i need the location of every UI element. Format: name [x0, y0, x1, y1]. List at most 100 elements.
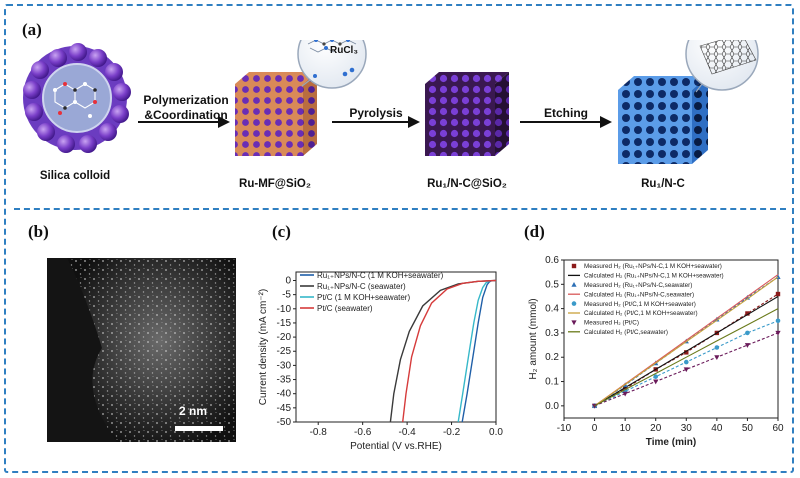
chart-d-series-line-1	[594, 296, 779, 407]
chart-d-xtick-label: 0	[592, 423, 598, 434]
panel-label-b: (b)	[28, 222, 49, 241]
chart-d-xtick-label: 10	[620, 423, 632, 434]
chart-d-ytick-label: 0.1	[545, 377, 559, 388]
chart-c-ytick-label: -35	[277, 375, 292, 386]
chart-d-point-2-4	[714, 316, 720, 322]
chart-c-series-line-0	[461, 279, 497, 423]
chart-c-ytick-label: -45	[277, 403, 292, 414]
chart-d-legend-swatch-0	[571, 263, 577, 269]
chart-d-series-line-5	[594, 276, 779, 407]
chart-c-xtick-label: -0.8	[310, 427, 328, 438]
rucl3-label: RuCl₃	[330, 45, 358, 56]
chart-d-ytick-label: 0.2	[545, 352, 559, 363]
step1-line1: Polymerization	[143, 93, 229, 107]
caption-ru-nc: Ru₁/N-C	[641, 178, 685, 190]
caption-silica-colloid: Silica colloid	[39, 170, 111, 182]
figure-frame	[4, 4, 794, 473]
chart-d-point-0-1	[622, 386, 628, 392]
chart-c-series-line-3	[402, 279, 497, 423]
chart-c-xlabel: Potential (V vs.RHE)	[350, 441, 442, 452]
chart-d-legend-label-5: Calculated H₂ (Pt/C,1 M KOH+seawater)	[584, 310, 698, 317]
caption-ru-nc-sio2: Ru₁/N-C@SiO₂	[427, 178, 507, 190]
arrow-polymerization	[138, 116, 230, 128]
chart-lsv: -0.8 -0.6 -0.4 -0.2 0.0 0 -5 -10 -15 -20 -25 -30 -35…	[258, 271, 503, 452]
chart-d-ytick-label: 0.0	[545, 401, 559, 412]
chart-d-xtick-label: 20	[650, 423, 662, 434]
chart-c-ytick-label: -50	[277, 417, 292, 428]
silica-colloid-illustration	[23, 43, 131, 153]
chart-d-ytick-label: 0.5	[545, 279, 559, 290]
step1-label: Polymerization &Coordination	[132, 93, 240, 123]
chart-c-legend-label-1: Ru₁₊NPs/N-C (seawater)	[317, 282, 406, 291]
chart-d-legend-swatch-2	[571, 282, 577, 287]
panel-label-c: (c)	[272, 222, 291, 241]
chart-d-ytick-label: 0.4	[545, 304, 559, 315]
chart-d-series-line-7	[594, 308, 779, 407]
chart-d-legend-label-0: Measured H₂ (Ru₁₊NPs/N-C,1 M KOH+seawate…	[584, 263, 722, 270]
chart-c-xtick-label: -0.4	[398, 427, 416, 438]
chart-d-point-6-2	[653, 379, 659, 385]
step3-label: Etching	[544, 106, 588, 120]
chart-d-point-4-3	[683, 359, 689, 365]
chart-c-series-line-2	[457, 279, 497, 423]
chart-c-legend-label-3: Pt/C (seawater)	[317, 304, 373, 313]
caption-ru-mf-sio2: Ru-MF@SiO₂	[239, 178, 311, 190]
chart-d-point-6-5	[744, 343, 751, 348]
chart-h2-amount: -10 0 10 20 30 40 50 60 0.0 0.1 0.2 0.3 0.4 0.5 0.6 Me…	[528, 255, 784, 448]
step1-line2: &Coordination	[144, 108, 228, 122]
chart-d-point-0-6	[775, 291, 781, 297]
micrograph-texture	[47, 258, 236, 442]
chart-c-ytick-label: -40	[277, 389, 292, 400]
framework-ru-nc	[618, 76, 708, 164]
chart-d-point-4-6	[775, 318, 781, 324]
panel-label-d: (d)	[524, 222, 545, 241]
chart-d-ytick-label: 0.6	[545, 255, 559, 266]
chart-d-point-6-6	[775, 330, 781, 336]
chart-d-xtick-label: 30	[681, 423, 693, 434]
chart-d-ytick-label: 0.3	[545, 328, 559, 339]
chart-d-point-4-4	[714, 345, 720, 350]
scheme-graphic	[23, 17, 759, 164]
chart-d-point-0-5	[745, 311, 750, 316]
chart-d-legend-label-7: Calculated H₂ (Pt/C,seawater)	[584, 329, 668, 336]
cube-ru-nc-sio2	[425, 72, 509, 156]
chart-d-ylabel: H₂ amount (mmol)	[528, 298, 539, 379]
chart-c-ytick-label: -5	[282, 290, 291, 301]
panel-label-a: (a)	[22, 20, 42, 39]
chart-d-point-6-4	[714, 355, 720, 361]
chart-d-legend-label-1: Calculated H₂ (Ru₁₊NPs/N-C,1 M KOH+seawa…	[584, 273, 724, 280]
step2-label: Pyrolysis	[349, 106, 403, 120]
synthesis-scheme: Polymerization &Coordination Pyrolysis E…	[20, 17, 780, 200]
chart-d-legend-label-4: Measured H₂ (Pt/C,1 M KOH+seawater)	[584, 301, 696, 308]
chart-d-xtick-label: 50	[742, 423, 754, 434]
chart-c-ytick-label: -25	[277, 346, 292, 357]
chart-c-ytick-label: -20	[277, 332, 292, 343]
chart-c-xtick-label: 0.0	[489, 427, 503, 438]
chart-d-xlabel: Time (min)	[646, 437, 696, 448]
chart-c-xtick-label: -0.6	[354, 427, 372, 438]
chart-d-legend-swatch-4	[571, 301, 577, 306]
scalebar-label: 2 nm	[179, 404, 208, 418]
chart-d-legend-label-3: Calculated H₂ (Ru₁₊NPs/N-C,seawater)	[584, 291, 694, 298]
chart-d-point-4-2	[653, 374, 659, 379]
chart-d-xtick-label: -10	[557, 423, 572, 434]
chart-c-ytick-label: 0	[285, 275, 291, 286]
chart-c-ylabel: Current density (mA cm⁻²)	[258, 289, 269, 405]
chart-d-point-6-3	[683, 367, 689, 373]
chart-c-plot-frame	[295, 271, 497, 423]
chart-d-plot-frame	[563, 259, 779, 419]
arrow-etching	[520, 116, 612, 128]
chart-d-point-6-1	[622, 391, 628, 397]
chart-d-point-0-3	[684, 350, 689, 355]
haadf-stem-image: 2 nm	[47, 258, 236, 442]
chart-c-ytick-label: -15	[277, 318, 292, 329]
chart-c-legend-label-2: Pt/C (1 M KOH+seawater)	[317, 293, 410, 302]
chart-d-legend-label-2: Measured H₂ (Ru₁₊NPs/N-C,seawater)	[584, 282, 692, 289]
chart-d-legend-swatch-6	[571, 320, 577, 326]
chart-c-legend-label-0: Ru₁₊NPs/N-C (1 M KOH+seawater)	[317, 271, 444, 280]
chart-d-xtick-label: 40	[711, 423, 723, 434]
chart-d-legend-label-6: Measured H₂ (Pt/C)	[584, 320, 639, 327]
chart-c-ytick-label: -30	[277, 360, 292, 371]
arrow-pyrolysis	[332, 116, 420, 128]
cube-ru-mf-sio2	[235, 72, 317, 156]
